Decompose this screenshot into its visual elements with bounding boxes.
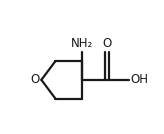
- Text: O: O: [102, 37, 112, 50]
- Text: OH: OH: [131, 73, 148, 86]
- Text: O: O: [30, 73, 40, 86]
- Text: NH₂: NH₂: [71, 37, 93, 50]
